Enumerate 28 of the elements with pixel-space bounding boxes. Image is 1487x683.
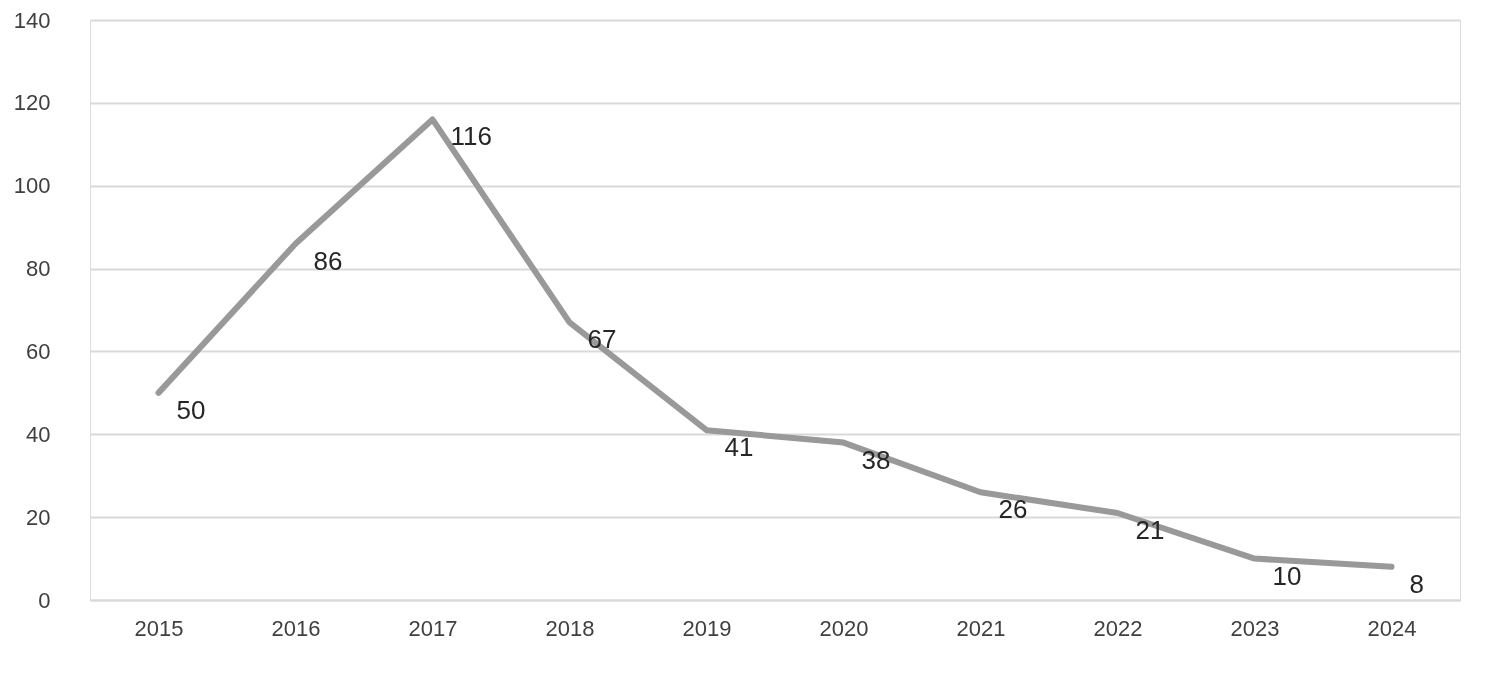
data-label: 116 — [450, 121, 492, 152]
x-tick-label: 2020 — [819, 615, 869, 641]
data-label: 50 — [176, 394, 206, 425]
y-tick-label: 120 — [13, 90, 51, 116]
x-tick-label: 2024 — [1367, 615, 1417, 641]
x-tick-label: 2018 — [545, 615, 595, 641]
data-label: 10 — [1272, 560, 1302, 591]
y-tick-label: 100 — [13, 173, 51, 199]
x-tick-label: 2021 — [956, 615, 1006, 641]
x-tick-label: 2017 — [408, 615, 458, 641]
data-label: 8 — [1409, 568, 1424, 599]
data-label: 67 — [587, 324, 617, 355]
data-label: 26 — [998, 494, 1028, 525]
x-tick-label: 2016 — [271, 615, 321, 641]
data-label: 41 — [724, 432, 754, 463]
x-tick-label: 2022 — [1093, 615, 1143, 641]
data-label: 21 — [1135, 515, 1165, 545]
x-tick-label: 2023 — [1230, 615, 1280, 641]
x-tick-label: 2019 — [682, 615, 732, 641]
y-tick-label: 80 — [26, 256, 51, 282]
y-tick-label: 40 — [26, 421, 51, 447]
x-tick-label: 2015 — [134, 615, 184, 641]
y-tick-label: 60 — [26, 338, 51, 364]
data-label: 38 — [861, 444, 891, 475]
y-tick-label: 20 — [26, 504, 51, 530]
y-tick-label: 140 — [13, 7, 51, 33]
data-label: 86 — [313, 245, 343, 276]
y-tick-label: 0 — [38, 587, 51, 613]
